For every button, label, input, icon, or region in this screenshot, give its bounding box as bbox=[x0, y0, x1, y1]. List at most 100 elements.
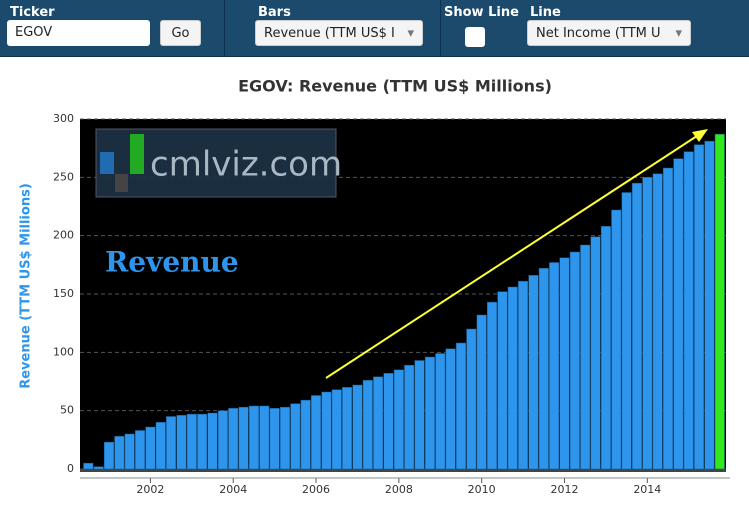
bar bbox=[145, 426, 156, 470]
bar bbox=[714, 133, 725, 470]
label: Line bbox=[530, 5, 561, 20]
y-tick-label: 150 bbox=[53, 287, 74, 300]
y-axis-label: Revenue (TTM US$ Millions) bbox=[19, 183, 34, 389]
bar bbox=[166, 416, 177, 470]
bar bbox=[207, 412, 218, 470]
bar bbox=[414, 360, 425, 470]
y-tick-label: 200 bbox=[53, 229, 74, 242]
y-tick-label: 250 bbox=[53, 170, 74, 183]
bar bbox=[269, 408, 280, 470]
bar bbox=[321, 391, 332, 470]
bar bbox=[642, 177, 653, 470]
bar bbox=[590, 236, 601, 470]
bar bbox=[445, 348, 456, 470]
bar bbox=[404, 364, 415, 470]
bar bbox=[663, 167, 674, 470]
bar bbox=[528, 275, 539, 470]
bar bbox=[103, 441, 114, 470]
separator bbox=[224, 0, 225, 56]
arrow: ▾ bbox=[407, 26, 414, 41]
x-tick-label: 2002 bbox=[136, 483, 164, 496]
bar bbox=[621, 192, 632, 470]
x-tick-label: 2014 bbox=[633, 483, 661, 496]
chart-title: EGOV: Revenue (TTM US$ Millions) bbox=[238, 77, 552, 96]
x-tick-label: 2008 bbox=[385, 483, 413, 496]
go-button[interactable]: Go bbox=[160, 20, 201, 46]
bar bbox=[300, 399, 311, 470]
bar bbox=[694, 144, 705, 470]
show-line-checkbox[interactable] bbox=[465, 27, 485, 47]
x-tick-label: 2012 bbox=[551, 483, 579, 496]
bar bbox=[362, 380, 373, 470]
y-tick-label: 0 bbox=[67, 462, 74, 475]
bar bbox=[290, 403, 301, 470]
bar bbox=[518, 280, 529, 470]
y-tick-label: 100 bbox=[53, 345, 74, 358]
bar bbox=[197, 413, 208, 470]
bar bbox=[611, 209, 622, 470]
bar bbox=[93, 466, 104, 470]
x-tick-label: 2006 bbox=[302, 483, 330, 496]
bar bbox=[507, 286, 518, 470]
annotation: Revenue bbox=[105, 246, 239, 279]
bar bbox=[342, 387, 353, 470]
bar bbox=[569, 251, 580, 470]
label: Ticker bbox=[10, 5, 55, 20]
bar bbox=[487, 301, 498, 470]
label: Bars bbox=[258, 5, 291, 20]
trend-arrow bbox=[325, 133, 701, 379]
toolbar: Ticker EGOV Go Bars Revenue (TTM US$ I ▾ … bbox=[0, 0, 749, 57]
bar bbox=[228, 408, 239, 470]
line-select[interactable]: Net Income (TTM U ▾ bbox=[527, 20, 691, 46]
bar bbox=[279, 406, 290, 470]
separator bbox=[440, 0, 441, 56]
logo-sq bbox=[100, 152, 114, 174]
bar bbox=[155, 422, 166, 470]
bar bbox=[259, 405, 270, 470]
logo-sq bbox=[115, 174, 128, 192]
bar bbox=[652, 173, 663, 470]
x-tick-label: 2004 bbox=[219, 483, 247, 496]
arrow: ▾ bbox=[675, 26, 682, 41]
bar bbox=[311, 395, 322, 470]
bar bbox=[383, 373, 394, 470]
bars-select[interactable]: Revenue (TTM US$ I ▾ bbox=[255, 20, 423, 46]
bar bbox=[476, 314, 487, 470]
bar bbox=[373, 376, 384, 470]
logo-text: cmlviz.com bbox=[150, 145, 342, 185]
bar bbox=[455, 342, 466, 470]
bar bbox=[83, 462, 94, 470]
bar bbox=[186, 413, 197, 470]
bar bbox=[435, 353, 446, 470]
arrow-head bbox=[692, 129, 708, 142]
bar bbox=[559, 257, 570, 470]
bar bbox=[424, 356, 435, 470]
bar bbox=[580, 244, 591, 470]
bar bbox=[393, 369, 404, 470]
bar bbox=[631, 182, 642, 470]
baseline-band bbox=[80, 469, 726, 472]
bar bbox=[331, 389, 342, 470]
bar bbox=[704, 140, 715, 470]
x-tick-label: 2010 bbox=[468, 483, 496, 496]
bar bbox=[248, 405, 259, 470]
bar bbox=[352, 384, 363, 470]
bar bbox=[466, 328, 477, 470]
bar bbox=[549, 262, 560, 470]
bar bbox=[124, 433, 135, 470]
select-value: Net Income (TTM U bbox=[536, 26, 661, 41]
bar bbox=[673, 158, 684, 470]
bar bbox=[600, 226, 611, 470]
select-value: Revenue (TTM US$ I bbox=[264, 26, 395, 41]
ticker-input[interactable]: EGOV bbox=[7, 20, 150, 46]
bar bbox=[176, 415, 187, 470]
bar bbox=[683, 151, 694, 470]
bar bbox=[497, 291, 508, 470]
bar bbox=[217, 410, 228, 470]
bar bbox=[538, 268, 549, 470]
y-tick-label: 50 bbox=[60, 404, 74, 417]
logo-sq bbox=[130, 134, 144, 174]
label: Show Line bbox=[444, 5, 519, 20]
